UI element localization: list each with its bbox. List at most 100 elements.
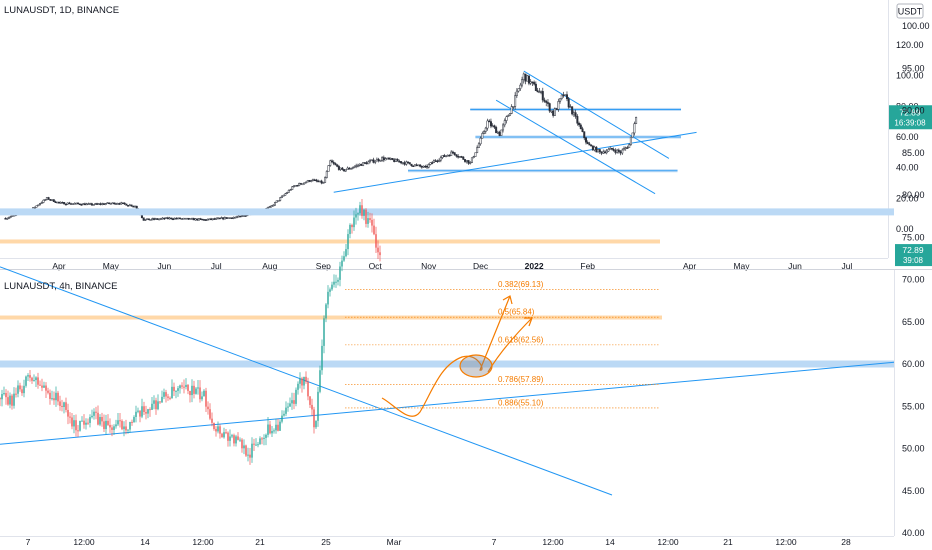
candle-body xyxy=(111,202,114,205)
candle-body xyxy=(361,205,363,216)
candle-body xyxy=(521,79,524,86)
candle-body xyxy=(132,205,135,208)
candle-body xyxy=(457,155,460,158)
candle-body xyxy=(153,218,156,220)
candle-body xyxy=(562,94,565,97)
candle-body xyxy=(353,166,356,168)
candle-body xyxy=(315,420,317,428)
candle-body xyxy=(169,397,171,399)
candle-body xyxy=(491,125,494,127)
fib-level-label: 0.5(65.84) xyxy=(498,308,535,317)
candle-body xyxy=(384,158,387,161)
candle-body xyxy=(329,289,331,292)
y-tick-label: 40.00 xyxy=(896,163,919,173)
candle-body xyxy=(417,164,420,167)
candle-body xyxy=(70,203,73,205)
candle-body xyxy=(600,151,603,154)
candle-body xyxy=(603,151,606,154)
candle-body xyxy=(584,137,587,143)
candle-body xyxy=(177,217,180,220)
candle-body xyxy=(65,402,67,410)
candle-body xyxy=(219,426,221,434)
candle-body xyxy=(85,422,87,425)
candle-body xyxy=(467,160,470,164)
candle-body xyxy=(157,401,159,410)
candle-body xyxy=(526,75,529,82)
candle-body xyxy=(196,218,199,221)
candle-body xyxy=(273,202,276,206)
candle-body xyxy=(602,151,605,154)
candle-body xyxy=(285,407,287,414)
fib-level-label: 0.786(57.89) xyxy=(498,375,544,384)
candle-body xyxy=(230,217,233,219)
ascending-trendline xyxy=(333,131,697,193)
candle-body xyxy=(548,103,551,112)
candle-body xyxy=(80,204,83,206)
candle-body xyxy=(394,158,397,162)
currency-selector[interactable] xyxy=(896,3,924,19)
candle-body xyxy=(194,218,197,221)
candle-body xyxy=(146,218,149,220)
candle-body xyxy=(31,377,33,381)
candle-body xyxy=(193,385,195,394)
y-tick-label: 75.00 xyxy=(902,232,925,242)
candle-body xyxy=(167,396,169,398)
candle-body xyxy=(170,217,173,220)
candle-body xyxy=(609,147,612,150)
candle-body xyxy=(156,218,159,220)
four-hour-chart-pane[interactable]: 100.0095.0090.0085.0080.0075.0070.0065.0… xyxy=(0,21,932,547)
candle-body xyxy=(303,182,306,185)
fib-level-label: 0.886(55.10) xyxy=(498,398,544,407)
candle-body xyxy=(393,159,396,162)
x-tick-label: Aug xyxy=(262,261,277,271)
candle-body xyxy=(297,383,299,390)
candle-body xyxy=(355,214,357,218)
projected-path-main xyxy=(381,295,511,417)
candle-body xyxy=(222,217,225,220)
x-tick-label: Oct xyxy=(369,261,383,271)
candle-body xyxy=(163,217,166,220)
countdown-label: 39:08 xyxy=(903,256,924,265)
candle-body xyxy=(51,398,53,400)
candle-body xyxy=(197,218,200,221)
candle-body xyxy=(180,218,183,220)
candle-body xyxy=(277,424,279,431)
candle-body xyxy=(375,158,378,162)
candle-body xyxy=(298,183,301,186)
candle-body xyxy=(310,180,313,182)
daily-chart-pane[interactable]: 120.00 100.00 80.00 60.00 40.00 20.00 0.00 Apr M… xyxy=(0,0,932,271)
x-tick-label: Jul xyxy=(211,261,222,271)
y-tick-label: 50.00 xyxy=(902,444,925,454)
candle-body xyxy=(512,106,515,108)
candle-body xyxy=(111,427,113,430)
candle-body xyxy=(61,202,64,204)
candle-body xyxy=(213,218,216,220)
candle-body xyxy=(465,160,468,162)
candle-body xyxy=(68,202,71,205)
candle-body xyxy=(614,150,617,153)
candle-body xyxy=(13,393,15,406)
candle-body xyxy=(210,218,213,220)
candle-body xyxy=(69,416,71,418)
candle-body xyxy=(119,420,121,422)
candle-body xyxy=(381,157,384,161)
candle-body xyxy=(63,202,66,205)
candle-body xyxy=(63,402,65,407)
candle-body xyxy=(4,218,7,220)
candle-body xyxy=(49,199,52,201)
candle-body xyxy=(207,406,209,410)
candle-body xyxy=(241,439,243,449)
candle-body xyxy=(19,385,21,390)
candle-body xyxy=(515,90,518,96)
candle-body xyxy=(629,136,632,145)
daily-chart-title: LUNAUSDT, 1D, BINANCE xyxy=(4,5,119,16)
candle-body xyxy=(291,186,294,190)
candle-body xyxy=(270,205,273,207)
y-tick-label: 120.00 xyxy=(896,40,924,50)
candle-body xyxy=(474,152,477,157)
candle-body xyxy=(52,199,55,202)
candle-body xyxy=(407,161,410,164)
candle-body xyxy=(483,131,486,134)
candle-body xyxy=(339,167,342,170)
candle-body xyxy=(213,422,215,430)
